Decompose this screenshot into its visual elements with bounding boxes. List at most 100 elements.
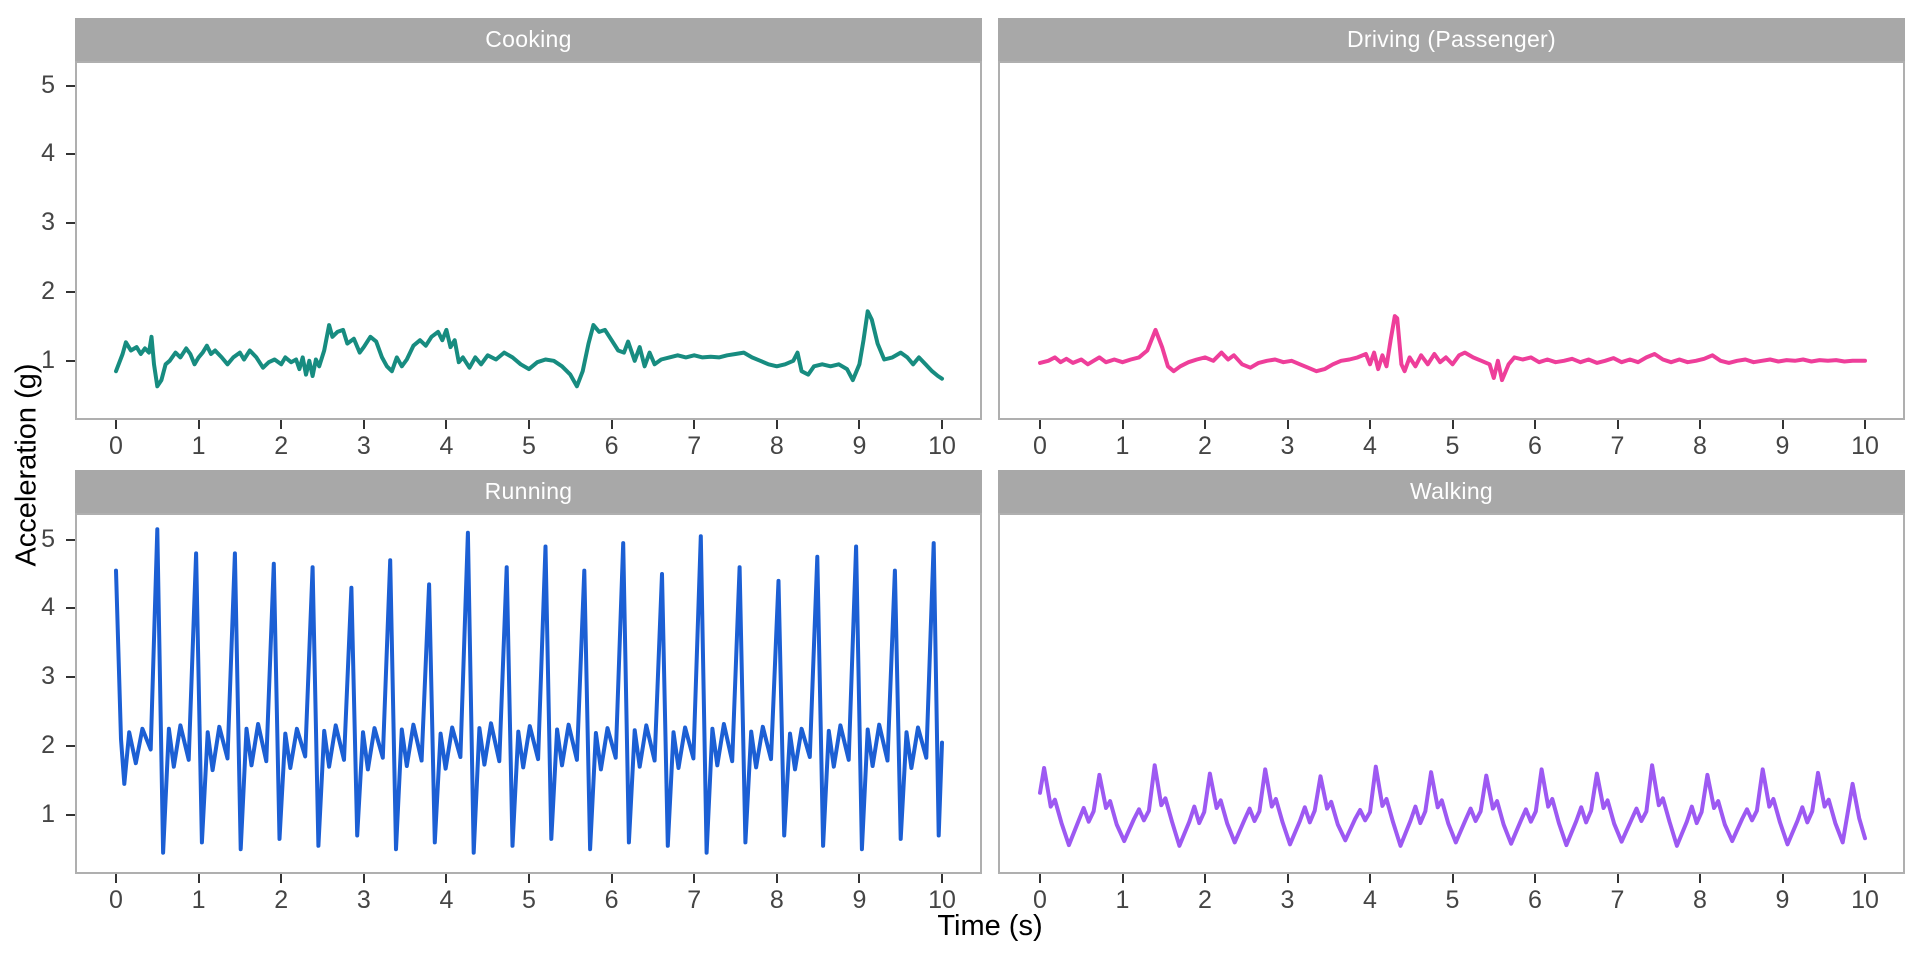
y-tick-label: 2 (41, 731, 55, 760)
y-tick-label: 4 (41, 593, 55, 622)
x-tick-mark (775, 420, 778, 429)
x-tick-label: 8 (769, 432, 784, 460)
y-tick-mark (66, 607, 75, 610)
x-tick-mark (1286, 874, 1289, 883)
x-tick-label: 6 (604, 432, 619, 460)
x-tick-label: 7 (687, 886, 702, 914)
x-tick-label: 3 (356, 886, 371, 914)
panel-driving (998, 61, 1905, 420)
y-tick-mark (66, 813, 75, 816)
running-series-line (114, 527, 944, 855)
y-tick-label: 3 (41, 662, 55, 691)
x-tick-mark (445, 874, 448, 883)
panel-cooking (75, 61, 982, 420)
y-tick-label: 3 (41, 208, 55, 237)
x-axis-walking: 0 1 2 3 4 5 6 7 8 9 10 (998, 874, 1905, 922)
x-tick-mark (1369, 874, 1371, 883)
y-tick-mark (66, 153, 75, 156)
y-tick-label: 1 (41, 799, 55, 828)
facet-strip-driving: Driving (Passenger) (998, 18, 1905, 61)
facet-running: Running 0 1 2 3 4 5 6 7 8 9 10 1 2 3 4 5 (41, 470, 982, 914)
x-tick-label: 2 (274, 432, 289, 460)
y-tick-mark (66, 745, 75, 748)
x-tick-label: 6 (1528, 432, 1542, 460)
y-tick-mark (66, 222, 75, 225)
walking-series-line (1038, 763, 1867, 848)
facet-strip-cooking: Cooking (75, 18, 982, 61)
x-tick-mark (1534, 420, 1536, 429)
x-tick-mark (1286, 420, 1289, 429)
x-tick-label: 3 (356, 432, 371, 460)
x-tick-label: 1 (1115, 886, 1130, 914)
x-tick-label: 1 (191, 432, 206, 460)
panel-walking (998, 513, 1905, 874)
x-tick-mark (528, 420, 530, 429)
driving-series-line (1038, 314, 1867, 383)
x-tick-mark (197, 874, 200, 883)
x-tick-label: 7 (687, 432, 702, 460)
x-tick-label: 0 (1033, 432, 1047, 460)
y-tick-label: 2 (41, 277, 55, 306)
x-tick-mark (280, 420, 283, 429)
x-tick-label: 10 (928, 886, 956, 914)
y-tick-label: 1 (41, 345, 55, 374)
x-tick-label: 1 (191, 886, 206, 914)
panel-running (75, 513, 982, 874)
x-tick-mark (1121, 874, 1124, 883)
x-tick-label: 1 (1115, 432, 1130, 460)
x-tick-mark (610, 420, 613, 429)
x-tick-label: 3 (1280, 886, 1295, 914)
x-tick-label: 8 (1693, 432, 1707, 460)
x-tick-label: 4 (1363, 886, 1377, 914)
facet-strip-walking: Walking (998, 470, 1905, 513)
x-tick-label: 10 (1851, 886, 1879, 914)
y-axis-running: 1 2 3 4 5 (41, 513, 982, 874)
x-tick-mark (197, 420, 200, 429)
x-axis-driving: 0 1 2 3 4 5 6 7 8 9 10 (998, 420, 1905, 468)
x-tick-mark (1534, 874, 1536, 883)
x-tick-label: 0 (109, 432, 123, 460)
y-tick-mark (66, 676, 75, 679)
x-tick-mark (858, 874, 861, 883)
y-tick-label: 5 (41, 524, 55, 553)
x-tick-label: 4 (439, 886, 454, 914)
x-tick-label: 7 (1610, 432, 1625, 460)
x-tick-mark (693, 874, 696, 883)
y-tick-mark (66, 291, 75, 294)
y-tick-label: 4 (41, 139, 55, 168)
x-axis-running: 0 1 2 3 4 5 6 7 8 9 10 (75, 874, 982, 922)
facet-title: Running (484, 478, 573, 504)
y-tick-label: 5 (41, 70, 55, 99)
x-tick-label: 5 (1445, 432, 1460, 460)
x-tick-mark (1121, 420, 1124, 429)
x-tick-label: 7 (1610, 886, 1625, 914)
x-tick-mark (280, 874, 283, 883)
facet-walking: Walking 0 1 2 3 4 5 6 7 8 9 10 (998, 470, 1905, 914)
facet-strip-running: Running (75, 470, 982, 513)
x-tick-label: 5 (522, 432, 536, 460)
x-tick-mark (693, 420, 696, 429)
x-tick-mark (115, 420, 117, 429)
x-tick-mark (1864, 420, 1866, 429)
x-tick-mark (1451, 420, 1454, 429)
facet-driving: Driving (Passenger) 0 1 2 3 4 5 6 7 8 9 10 (998, 18, 1905, 460)
x-tick-mark (362, 874, 365, 883)
x-axis-title: Time (s) (937, 910, 1043, 942)
x-tick-label: 3 (1280, 432, 1295, 460)
x-tick-label: 8 (769, 886, 784, 914)
y-tick-mark (66, 538, 75, 541)
x-tick-mark (1204, 874, 1206, 883)
x-tick-mark (528, 874, 530, 883)
x-tick-mark (445, 420, 448, 429)
x-tick-label: 8 (1693, 886, 1707, 914)
x-tick-mark (1864, 874, 1866, 883)
x-tick-mark (1369, 420, 1371, 429)
x-tick-label: 5 (1445, 886, 1460, 914)
y-axis-cooking: 1 2 3 4 5 (41, 61, 982, 420)
x-tick-label: 9 (852, 432, 867, 460)
x-tick-mark (941, 874, 943, 883)
x-tick-mark (1781, 420, 1784, 429)
x-tick-mark (1616, 420, 1619, 429)
facet-cooking: Cooking 0 1 2 3 4 5 6 7 8 9 10 1 2 3 4 5 (41, 18, 982, 460)
